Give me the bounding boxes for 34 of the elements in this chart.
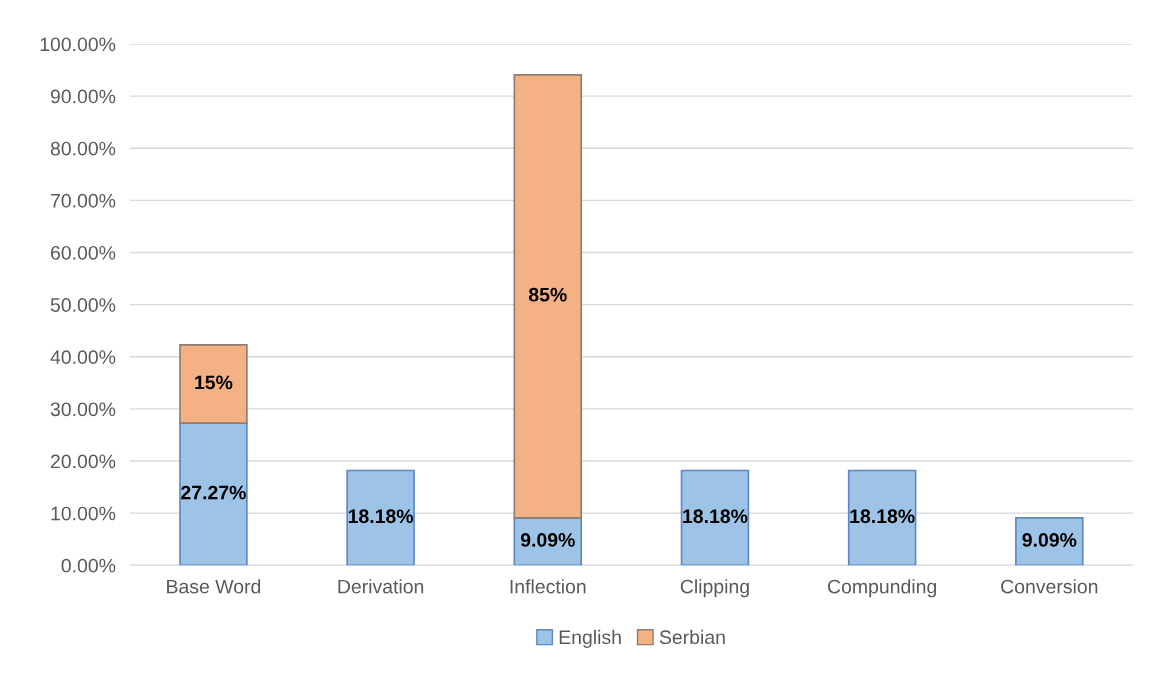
bar [179,344,248,424]
data-label: 9.09% [1022,533,1077,547]
bar [346,469,415,566]
bar [847,469,917,566]
bar [680,469,750,566]
y-tick-label: 70.00% [51,193,116,208]
bar [179,422,248,566]
data-label: 18.18% [348,509,414,524]
data-label: 15% [195,375,233,390]
y-tick-label: 30.00% [50,402,116,417]
y-tick-label: 40.00% [50,350,116,365]
y-tick-label: 100.00% [40,37,116,52]
y-tick-label: 20.00% [50,454,116,469]
x-tick-label: Derivation [338,579,424,594]
bar [513,73,583,519]
x-tick-label: Inflection [510,579,586,594]
x-tick-label: Compunding [828,579,937,598]
data-label: 9.09% [520,533,575,547]
y-tick-label: 80.00% [50,141,116,156]
legend-label: Serbian [659,629,725,645]
data-label: 18.18% [683,509,748,524]
y-tick-label: 0.00% [61,558,116,573]
y-tick-label: 60.00% [50,245,116,260]
legend-label: English [559,629,621,648]
y-tick-label: 10.00% [51,506,116,521]
x-tick-label: Conversion [1001,579,1098,594]
x-tick-label: Base Word [167,579,261,594]
data-label: 18.18% [850,509,915,524]
data-label: 85% [528,287,567,302]
data-label: 27.27% [181,485,246,500]
y-tick-label: 50.00% [50,298,116,312]
x-tick-label: Clipping [680,579,749,598]
bar [1015,517,1084,566]
y-tick-label: 90.00% [50,89,116,104]
